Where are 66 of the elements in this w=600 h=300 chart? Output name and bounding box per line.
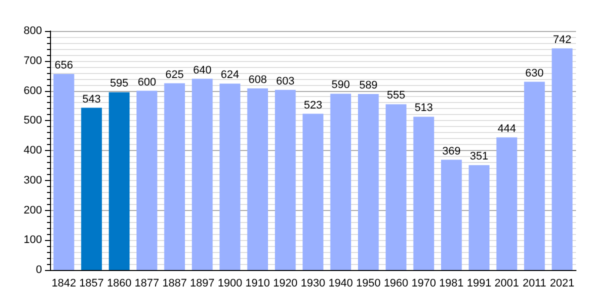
y-tick-label: 700 [24,54,42,67]
y-tick-label: 0 [36,264,42,276]
bar [53,74,74,270]
x-tick-label: 1887 [162,278,187,290]
bar [413,116,434,270]
data-label: 630 [525,67,544,80]
data-label: 600 [138,76,156,88]
x-tick-label: 1970 [411,278,436,290]
data-label: 603 [276,75,294,88]
x-tick-label: 1991 [466,278,492,290]
data-label: 369 [442,145,461,158]
x-tick-label: 1877 [134,278,160,290]
data-label: 555 [386,90,406,102]
bar [524,82,545,270]
bar [136,90,158,270]
x-tick-label: 1960 [384,278,408,290]
y-tick-label: 500 [24,114,42,127]
bar [330,94,352,270]
bar [192,78,213,270]
bar [496,137,518,270]
data-label: 590 [332,79,350,92]
data-label: 543 [82,93,101,106]
data-label: 608 [248,74,267,86]
bar [386,104,406,270]
bar [220,84,240,270]
y-tick-label: 200 [24,204,42,216]
x-tick-label: 1900 [218,278,242,290]
x-tick-label: 2001 [494,278,520,290]
bar [302,114,324,270]
data-label: 595 [110,78,128,90]
x-tick-label: 1857 [79,278,104,290]
data-label: 513 [414,102,433,114]
data-label: 742 [552,34,572,46]
x-tick-label: 1930 [300,278,326,290]
x-tick-label: 1940 [328,278,353,290]
data-label: 351 [470,150,488,163]
bar [358,94,379,270]
bar [108,92,130,270]
x-tick-label: 1897 [190,278,215,290]
data-label: 523 [304,99,322,112]
x-tick-label: 2021 [550,278,574,290]
data-label: 589 [359,80,378,92]
x-tick-label: 2011 [522,278,546,290]
bar [274,90,296,270]
data-label: 656 [54,60,74,72]
data-label: 625 [165,68,184,81]
x-tick-label: 1910 [245,278,270,290]
bar [81,108,102,270]
bar [468,165,490,270]
y-tick-label: 300 [24,174,42,186]
y-tick-label: 400 [24,144,42,156]
x-tick-label: 1842 [52,278,76,290]
bar [164,83,185,270]
y-tick-label: 800 [24,25,42,37]
bar [247,88,268,270]
y-tick-label: 100 [24,234,42,246]
bar [552,48,573,270]
data-label: 624 [220,69,240,82]
x-tick-label: 1920 [273,278,298,290]
bar [441,160,462,270]
x-tick-label: 1950 [356,278,381,290]
data-label: 640 [193,64,212,76]
x-tick-label: 1981 [439,278,464,290]
data-label: 444 [498,122,516,135]
y-tick-label: 600 [24,84,42,97]
x-tick-label: 1860 [106,278,132,290]
